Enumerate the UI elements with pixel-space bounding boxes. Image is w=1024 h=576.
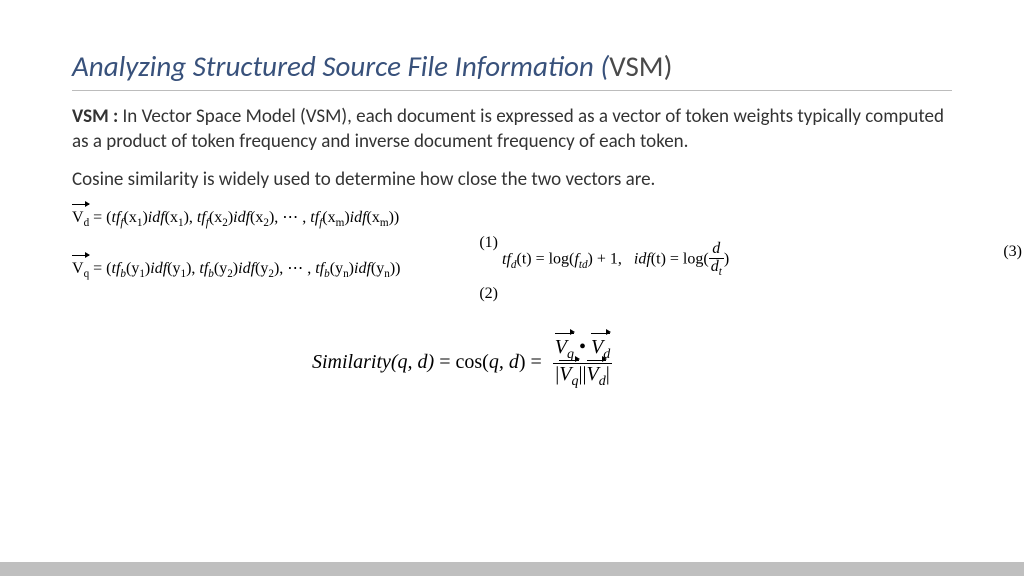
similarity-equation: Similarity(q, d) = cos(q, d) = Vq • Vd |… <box>312 337 832 389</box>
left-equations: Vd = (tff(x1)idf(x1), tff(x2)idf(x2), ⋯ … <box>72 207 502 303</box>
vsm-text: In Vector Space Model (VSM), each docume… <box>72 105 944 153</box>
equation-1: Vd = (tff(x1)idf(x1), tff(x2)idf(x2), ⋯ … <box>72 207 502 232</box>
vsm-label: VSM : <box>72 105 123 128</box>
equation-3: tfd(t) = log(ftd) + 1, idf(t) = log(ddt)… <box>502 241 982 279</box>
slide-title: Analyzing Structured Source File Informa… <box>72 48 952 91</box>
eqnum-2: (2) <box>72 285 502 303</box>
equation-2: Vq = (tfb(y1)idf(y1), tfb(y2)idf(y2), ⋯ … <box>72 258 502 283</box>
right-equation: tfd(t) = log(ftd) + 1, idf(t) = log(ddt)… <box>502 241 982 281</box>
title-plain: VSM) <box>609 48 672 84</box>
slide: Analyzing Structured Source File Informa… <box>0 0 1024 576</box>
title-italic: Analyzing Structured Source File Informa… <box>72 48 609 84</box>
eqnum-1: (1) <box>72 234 502 252</box>
cosine-paragraph: Cosine similarity is widely used to dete… <box>72 168 952 193</box>
bottom-bar <box>0 562 1024 576</box>
eqnum-3: (3) <box>1003 241 1022 263</box>
vsm-paragraph: VSM : In Vector Space Model (VSM), each … <box>72 105 952 154</box>
